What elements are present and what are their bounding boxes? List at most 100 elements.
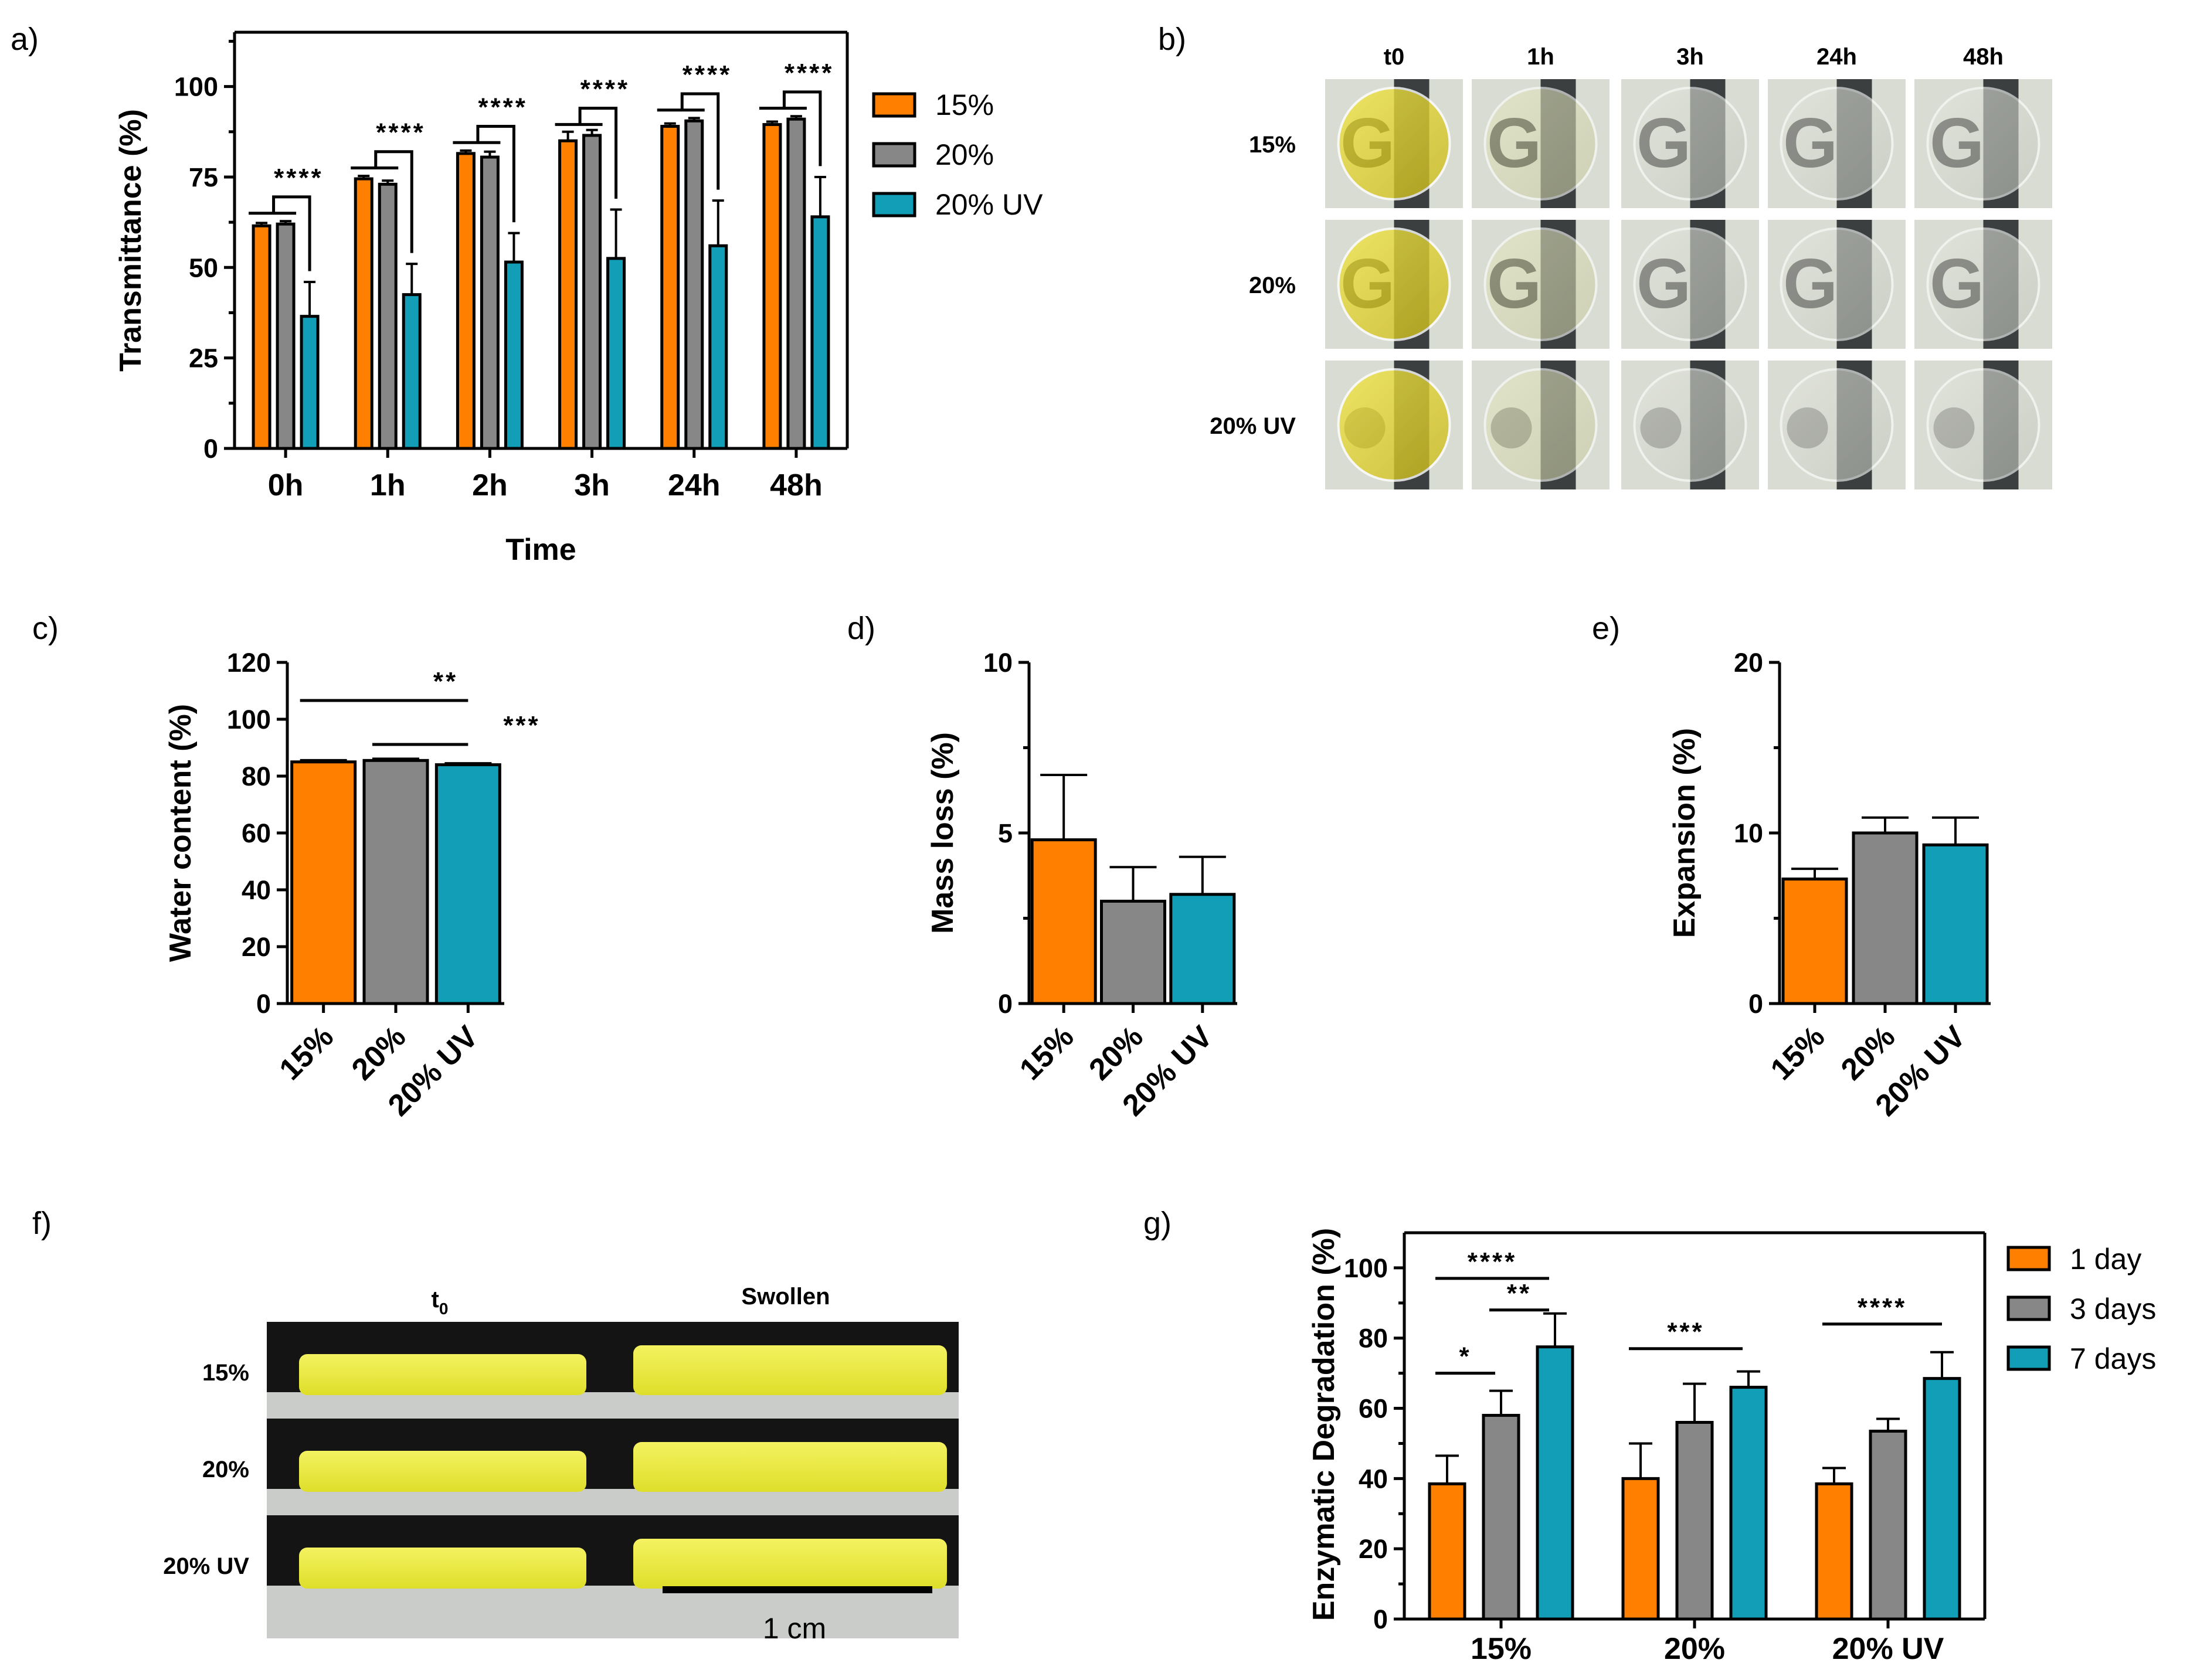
y-tick-label: 60 — [1359, 1394, 1388, 1424]
error-bar — [1629, 1442, 1652, 1479]
legend-label: 20% UV — [935, 188, 1043, 221]
bar — [1923, 1377, 1961, 1621]
photo-row-label: 15% — [202, 1360, 249, 1386]
hydrogel-slice-t0 — [299, 1354, 586, 1395]
error-bar — [766, 120, 778, 125]
error-bar — [664, 122, 676, 127]
legend-swatch — [872, 192, 916, 217]
legend-swatch — [2006, 1295, 2051, 1321]
bar — [504, 260, 524, 450]
photo-column-label: t0 — [1384, 44, 1405, 70]
y-tick-label: 10 — [1734, 818, 1763, 848]
photo-ruler-base — [267, 1612, 959, 1638]
y-axis-title: Water content (%) — [164, 704, 198, 962]
y-tick-label: 60 — [242, 818, 271, 848]
y-tick-label: 40 — [1359, 1464, 1388, 1494]
significance-label: **** — [580, 75, 630, 104]
photo-column-label: 1h — [1527, 44, 1554, 70]
bar — [252, 224, 271, 450]
y-tick-label: 20 — [242, 932, 271, 962]
x-tick-label: 20% — [1664, 1632, 1725, 1666]
error-bar — [406, 263, 418, 295]
photo-column-label-swollen: Swollen — [741, 1284, 830, 1310]
y-tick-label: 0 — [998, 989, 1013, 1019]
legend-swatch — [872, 92, 916, 118]
bar — [1781, 878, 1848, 1005]
significance-label: **** — [785, 59, 834, 87]
significance-label: *** — [503, 711, 540, 740]
error-bar — [1543, 1312, 1567, 1347]
hydrogel-slice-swollen — [633, 1539, 947, 1589]
error-bar — [280, 220, 292, 225]
y-axis-title: Enzymatic Degradation (%) — [1307, 1228, 1341, 1621]
photo-column-label: 24h — [1816, 44, 1857, 70]
significance-bracket — [272, 195, 311, 271]
photo-swelling: t0 Swollen 15% 20% 20% UV 1 cm — [163, 1284, 959, 1645]
hydrogel-disc — [1337, 87, 1451, 200]
error-bar — [460, 149, 472, 154]
significance-bracket — [782, 90, 822, 166]
bar — [1852, 831, 1919, 1005]
bar — [606, 257, 626, 450]
x-tick-label: 15% — [1013, 1019, 1081, 1087]
error-bar — [1040, 774, 1088, 840]
error-bar — [1822, 1467, 1846, 1484]
significance-bracket — [578, 107, 618, 199]
bar — [708, 244, 728, 450]
error-bar — [1932, 816, 1979, 845]
y-tick-label: 120 — [227, 648, 271, 678]
y-tick-label: 5 — [998, 818, 1013, 848]
hydrogel-disc — [1926, 227, 2040, 341]
panel-label-f: f) — [32, 1206, 52, 1241]
error-bar — [586, 128, 598, 135]
x-tick-label: 15% — [1764, 1019, 1832, 1087]
error-bar — [1930, 1351, 1954, 1379]
error-bar — [304, 281, 316, 317]
bar — [1482, 1414, 1520, 1621]
bar — [1922, 843, 1989, 1005]
y-tick-label: 0 — [256, 989, 271, 1019]
bar — [480, 155, 500, 450]
bar — [810, 215, 830, 450]
y-axis-title: Expansion (%) — [1668, 728, 1702, 938]
y-tick-label: 0 — [1373, 1604, 1388, 1634]
bar — [1428, 1482, 1466, 1621]
legend-label: 15% — [935, 89, 994, 121]
hydrogel-disc — [1633, 227, 1747, 341]
significance-label: ** — [1507, 1279, 1532, 1308]
y-tick-label: 40 — [242, 875, 271, 905]
error-bar — [1435, 1454, 1459, 1484]
x-tick-label: 0h — [268, 468, 304, 502]
significance-label: **** — [1468, 1247, 1517, 1276]
error-bar — [484, 150, 496, 157]
error-bar — [1791, 868, 1838, 879]
panel-label-a: a) — [11, 22, 39, 57]
photo-row-label: 15% — [1249, 132, 1296, 158]
x-tick-label: 1h — [370, 468, 406, 502]
y-axis-title: Mass loss (%) — [926, 732, 960, 934]
hydrogel-disc — [1780, 227, 1894, 341]
hydrogel-disc — [1926, 368, 2040, 482]
error-bar — [610, 208, 622, 259]
panel-label-b: b) — [1158, 22, 1186, 57]
error-bar — [688, 117, 700, 121]
bar — [354, 177, 374, 450]
error-bar — [814, 175, 826, 217]
bar — [786, 117, 806, 450]
significance-label: **** — [1858, 1293, 1907, 1322]
bar — [434, 763, 501, 1005]
error-bar — [1179, 855, 1226, 895]
bar — [1729, 1386, 1768, 1621]
legend-swatch — [872, 142, 916, 168]
significance-bracket — [374, 150, 413, 253]
significance-label: ** — [433, 667, 458, 696]
error-bar — [256, 222, 268, 226]
bar — [1675, 1421, 1714, 1621]
bar — [558, 139, 578, 450]
bar — [402, 293, 422, 450]
error-bar — [1489, 1389, 1513, 1416]
bar — [290, 760, 357, 1005]
